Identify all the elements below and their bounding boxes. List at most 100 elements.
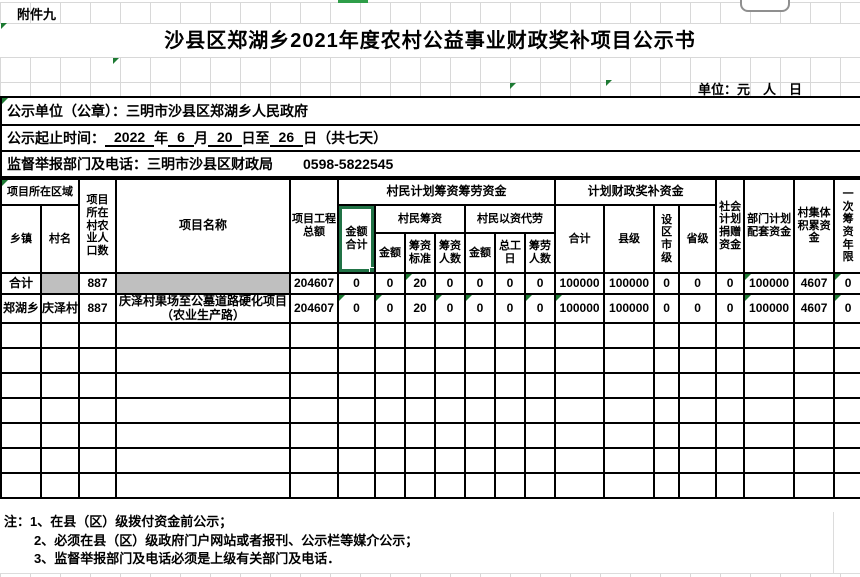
cell-empty[interactable]: [715, 422, 746, 449]
cell-empty[interactable]: [374, 347, 406, 374]
cell-empty[interactable]: [404, 397, 436, 424]
cell-empty[interactable]: [115, 397, 291, 424]
cell-empty[interactable]: [404, 322, 436, 349]
cell-empty[interactable]: [653, 347, 681, 374]
cell[interactable]: 0: [715, 272, 746, 295]
cell-empty[interactable]: [40, 422, 80, 449]
cell-empty[interactable]: [337, 422, 376, 449]
cell[interactable]: 100000: [743, 272, 796, 295]
cell-empty[interactable]: [464, 347, 496, 374]
cell[interactable]: 204607: [289, 293, 339, 324]
cell-empty[interactable]: [653, 372, 681, 399]
cell-empty[interactable]: [554, 422, 606, 449]
header-village[interactable]: 村名: [40, 204, 80, 274]
cell-empty[interactable]: [434, 397, 466, 424]
cell-empty[interactable]: [404, 347, 436, 374]
cell-empty[interactable]: [523, 372, 557, 399]
cell-empty[interactable]: [793, 422, 836, 449]
cell-empty[interactable]: [678, 422, 718, 449]
cell[interactable]: 4607: [793, 293, 836, 324]
cell-empty[interactable]: [337, 447, 376, 474]
cell[interactable]: 0: [523, 272, 557, 295]
cell-empty[interactable]: [78, 372, 117, 399]
cell-empty[interactable]: [464, 472, 496, 499]
cell-empty[interactable]: [434, 372, 466, 399]
cell-empty[interactable]: [0, 447, 42, 474]
cell[interactable]: 0: [337, 293, 376, 324]
cell[interactable]: 0: [337, 272, 376, 295]
cell-empty[interactable]: [833, 422, 860, 449]
cell-empty[interactable]: [374, 422, 406, 449]
cell-empty[interactable]: [554, 472, 606, 499]
cell-empty[interactable]: [603, 372, 656, 399]
cell[interactable]: 0: [494, 272, 526, 295]
cell-empty[interactable]: [678, 372, 718, 399]
cell-empty[interactable]: [715, 322, 746, 349]
cell-empty[interactable]: [0, 397, 42, 424]
cell-empty[interactable]: [793, 472, 836, 499]
cell-empty[interactable]: [434, 347, 466, 374]
cell-empty[interactable]: [678, 347, 718, 374]
cell-empty[interactable]: [833, 322, 860, 349]
cell-empty[interactable]: [793, 347, 836, 374]
cell[interactable]: 0: [434, 293, 466, 324]
cell-empty[interactable]: [523, 472, 557, 499]
cell-empty[interactable]: [404, 472, 436, 499]
cell-empty[interactable]: [603, 322, 656, 349]
cell-empty[interactable]: [653, 447, 681, 474]
header-fiscal-award[interactable]: 计划财政奖补资金: [554, 178, 718, 206]
header-labor-days[interactable]: 总工日: [494, 232, 526, 274]
cell-empty[interactable]: [464, 422, 496, 449]
cell-empty[interactable]: [715, 447, 746, 474]
header-labor-convert[interactable]: 村民以资代劳: [463, 204, 557, 234]
cell-empty[interactable]: [374, 447, 406, 474]
header-labor-amount[interactable]: 金额: [464, 232, 496, 274]
cell-empty[interactable]: [678, 472, 718, 499]
cell-empty[interactable]: [678, 397, 718, 424]
cell-empty[interactable]: [653, 322, 681, 349]
cell-empty[interactable]: [464, 397, 496, 424]
cell[interactable]: 100000: [554, 272, 606, 295]
cell[interactable]: 0: [653, 293, 681, 324]
cell-empty[interactable]: [289, 447, 339, 474]
cell-village[interactable]: 庆泽村: [40, 293, 80, 324]
cell-empty[interactable]: [434, 322, 466, 349]
cell[interactable]: 100000: [603, 272, 656, 295]
cell[interactable]: 0: [523, 293, 557, 324]
cell-project-name[interactable]: 庆泽村果场至公墓道路硬化项目（农业生产路）: [115, 293, 291, 324]
cell-empty[interactable]: [0, 472, 42, 499]
cell-empty[interactable]: [833, 447, 860, 474]
header-villager-fund[interactable]: 村民筹资: [374, 204, 466, 234]
cell-empty[interactable]: [337, 322, 376, 349]
cell-empty[interactable]: [678, 447, 718, 474]
header-fund-standard[interactable]: 筹资标准: [404, 232, 436, 274]
cell-empty[interactable]: [374, 472, 406, 499]
selected-cell-amount-total[interactable]: 金额合计: [337, 204, 376, 274]
cell-empty[interactable]: [715, 347, 746, 374]
header-villager-plan[interactable]: 村民计划筹资筹劳资金: [336, 178, 557, 206]
cell[interactable]: 0: [833, 272, 860, 295]
cell-empty[interactable]: [0, 347, 42, 374]
cell-empty[interactable]: [115, 447, 291, 474]
cell-empty[interactable]: [494, 322, 526, 349]
cell-empty[interactable]: [40, 322, 80, 349]
cell-empty[interactable]: [554, 397, 606, 424]
cell-empty[interactable]: [78, 347, 117, 374]
cell-empty[interactable]: [289, 397, 339, 424]
header-dept-matching[interactable]: 部门计划配套资金: [743, 178, 796, 274]
cell-empty[interactable]: [833, 472, 860, 499]
cell-empty[interactable]: [554, 322, 606, 349]
cell-empty[interactable]: [404, 372, 436, 399]
cell-empty[interactable]: [793, 322, 836, 349]
cell[interactable]: 100000: [554, 293, 606, 324]
cell-empty[interactable]: [464, 447, 496, 474]
cell-empty[interactable]: [337, 372, 376, 399]
cell-empty[interactable]: [494, 397, 526, 424]
cell-empty[interactable]: [434, 472, 466, 499]
cell-township[interactable]: 郑湖乡: [0, 293, 42, 324]
cell-empty[interactable]: [743, 447, 796, 474]
cell[interactable]: 20: [404, 272, 436, 295]
cell-empty[interactable]: [115, 372, 291, 399]
cell-gray[interactable]: [40, 272, 80, 295]
cell-empty[interactable]: [603, 447, 656, 474]
